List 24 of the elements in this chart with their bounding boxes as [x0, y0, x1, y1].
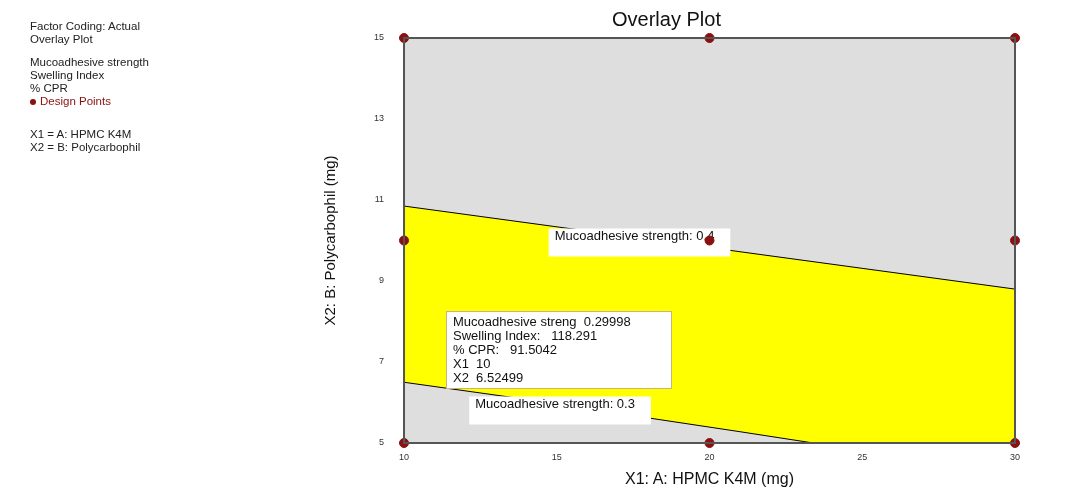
x-tick-label: 25	[857, 451, 868, 462]
text: Factor Coding: Actual	[30, 20, 141, 33]
x-tick-label: 30	[1009, 451, 1021, 462]
y-tick-label: 9	[379, 275, 385, 286]
y-tick-label: 11	[374, 194, 385, 205]
annotation: Mucoadhesive strength: 0.3	[475, 396, 635, 412]
x-axis-title: X1: A: HPMC K4M (mg)	[625, 469, 794, 487]
y-tick-label: 7	[379, 356, 385, 367]
y-tick-label: 5	[379, 437, 385, 448]
text: X1 = A: HPMC K4M	[30, 128, 133, 141]
y-tick-label: 15	[374, 32, 385, 43]
text: Mucoadhesive strength	[30, 56, 149, 69]
x-tick-label: 10	[399, 451, 410, 462]
x-tick-label: 15	[551, 451, 562, 462]
y-tick-label: 13	[374, 113, 385, 124]
callout-box: Mucoadhesive streng 0.29998 Swelling Index: 118.291 % CPR: 91.5042 X1 10 X2 6.52499	[446, 311, 672, 390]
y-axis-title: X2: B: Polycarbophil (mg)	[321, 155, 339, 326]
text: % CPR	[30, 82, 69, 95]
text: Swelling Index	[30, 69, 106, 82]
legend-label: Design Points	[39, 95, 112, 108]
text: Overlay Plot	[30, 33, 94, 46]
text: X2 = B: Polycarbophil	[30, 141, 142, 154]
chart-title: Overlay Plot	[612, 7, 722, 30]
x-tick-label: 20	[704, 451, 715, 462]
